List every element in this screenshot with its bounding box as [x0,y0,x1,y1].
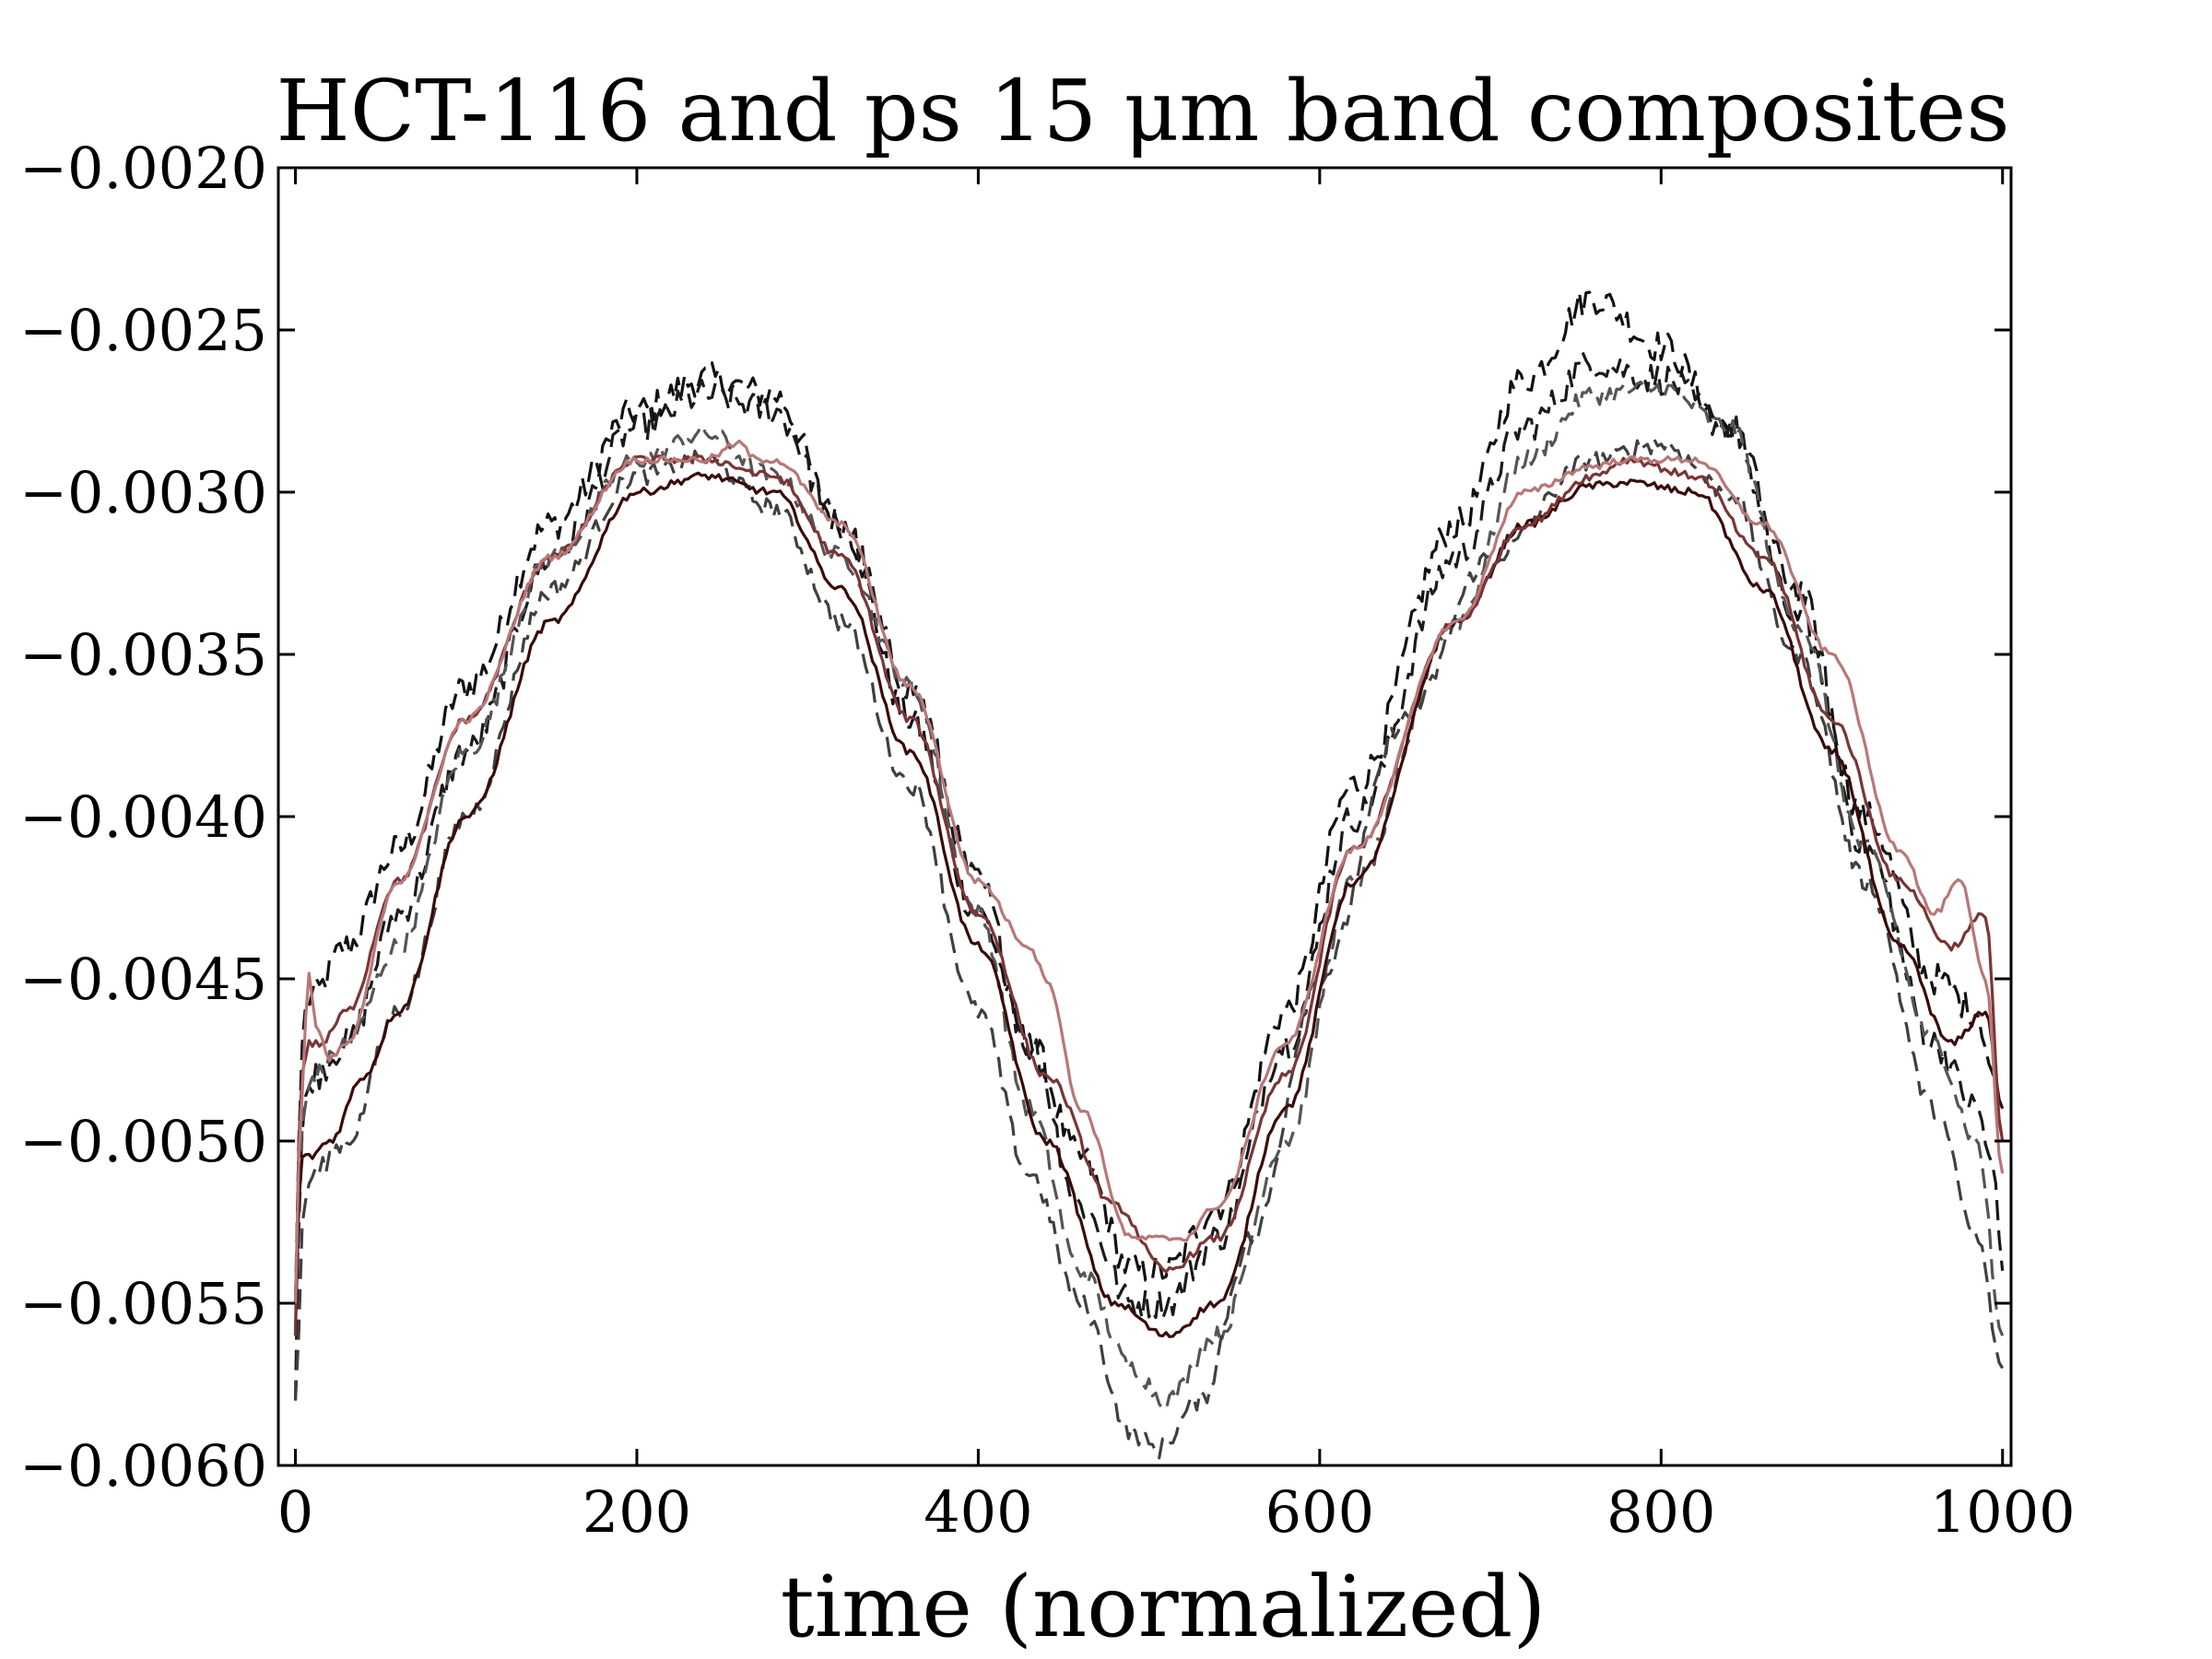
chart-title: HCT-116 and ps 15 μm band composites [276,62,2009,160]
y-tick-label: −0.0025 [19,297,267,364]
y-tick-label: −0.0020 [19,135,267,202]
x-tick-label: 0 [277,1478,313,1546]
x-tick-label: 800 [1606,1478,1715,1546]
series-line-3 [293,381,2005,1412]
series-line-2 [293,350,2005,1401]
y-tick-label: −0.0040 [19,783,267,851]
y-tick-label: −0.0055 [19,1270,267,1337]
y-tick-label: −0.0035 [19,621,267,688]
series-line-1 [293,290,2005,1304]
series-layer [293,290,2005,1460]
x-tick-label: 1000 [1930,1478,2076,1546]
plot-frame [276,166,2013,1467]
y-tick-label: −0.0030 [19,459,267,526]
x-tick-label: 400 [924,1478,1032,1546]
y-tick-label: −0.0060 [19,1432,267,1500]
x-tick-label: 200 [582,1478,691,1546]
series-line-4 [293,438,2005,1460]
y-tick-label: −0.0045 [19,946,267,1013]
series-line-5 [293,471,2005,1338]
x-tick-label: 600 [1265,1478,1374,1546]
x-axis-label: time (normalized) [781,1558,1546,1656]
ticks-layer: −0.0020 −0.0025 −0.0030 −0.0035 −0.0040 −0.00… [19,135,2076,1546]
y-tick-label: −0.0050 [19,1108,267,1175]
series-line-7 [293,439,2005,1304]
